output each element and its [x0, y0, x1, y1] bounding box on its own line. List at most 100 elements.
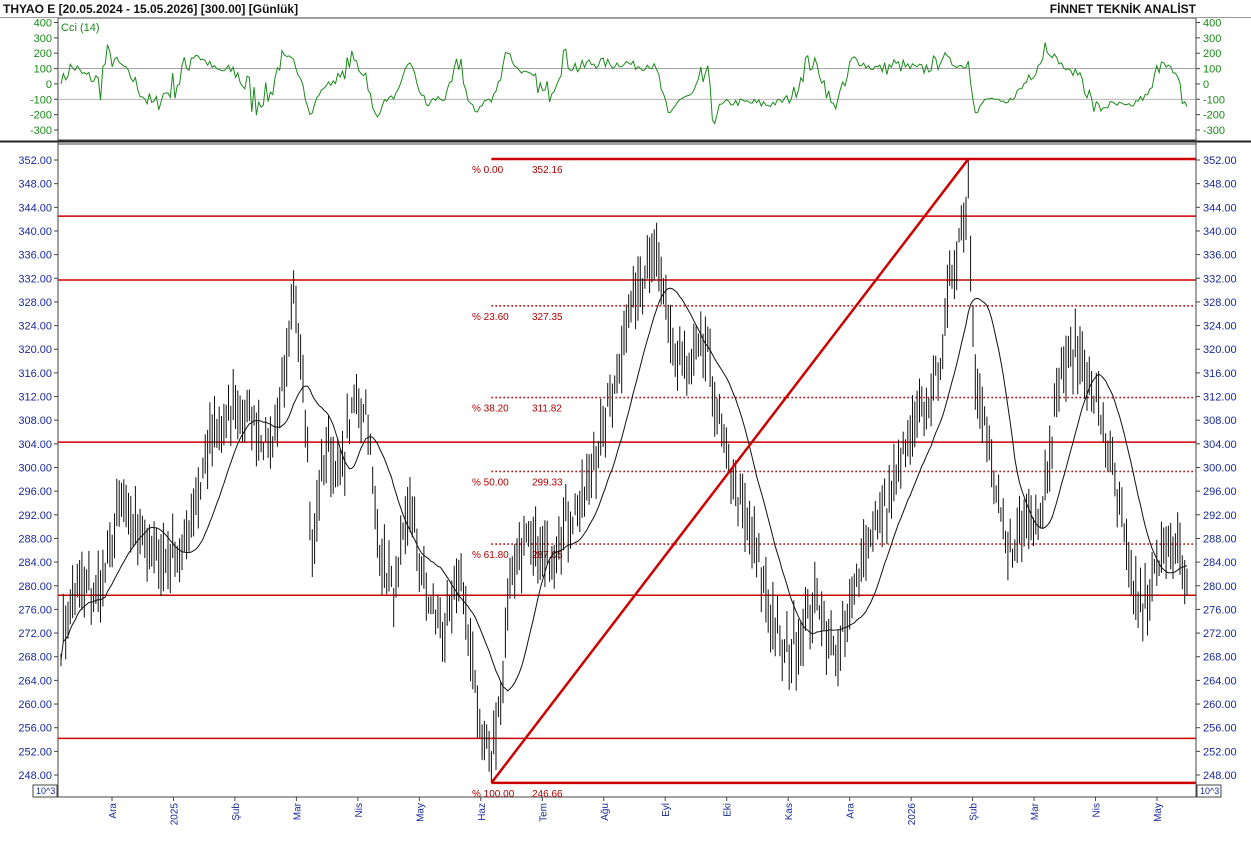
price-bars: [60, 159, 1188, 783]
cci-tick-label-right: 0: [1203, 79, 1209, 91]
fib-percent-label: % 38.20: [472, 404, 509, 415]
price-tick-label-left: 316.00: [18, 368, 52, 380]
price-tick-label-right: 264.00: [1203, 675, 1237, 687]
cci-axis: 400 400 300 300 200 200 100 100 0 0 -100 -100 -200 -2…: [30, 18, 1225, 138]
price-tick-label-left: 296.00: [18, 486, 52, 498]
price-tick-label-left: 352.00: [18, 155, 52, 167]
price-tick-label-right: 328.00: [1203, 297, 1237, 309]
time-tick-label: 2025: [169, 803, 180, 826]
cci-tick-label-right: 400: [1203, 18, 1221, 30]
price-tick-label-left: 308.00: [18, 415, 52, 427]
price-tick-label-left: 256.00: [18, 723, 52, 735]
fib-percent-label: % 0.00: [472, 165, 504, 176]
time-tick-label: May: [415, 803, 426, 822]
time-tick-label: Ara: [846, 803, 857, 819]
interval-label: [Günlük]: [248, 2, 299, 16]
time-tick-label: Nis: [1092, 803, 1103, 817]
fib-value-label: 327.35: [532, 312, 563, 323]
price-tick-label-left: 260.00: [18, 699, 52, 711]
fib-percent-label: % 23.60: [472, 312, 509, 323]
cci-tick-label-right: -300: [1203, 125, 1225, 137]
price-tick-label-right: 260.00: [1203, 699, 1237, 711]
price-axis: 352.00 352.00 348.00 348.00 344.00 344.00 340.…: [18, 155, 1236, 782]
price-tick-label-right: 324.00: [1203, 321, 1237, 333]
price-tick-label-left: 276.00: [18, 604, 52, 616]
price-tick-label-left: 292.00: [18, 510, 52, 522]
price-tick-label-left: 336.00: [18, 250, 52, 262]
cci-tick-label-left: -300: [30, 125, 52, 137]
price-tick-label-left: 248.00: [18, 770, 52, 782]
price-tick-label-right: 340.00: [1203, 226, 1237, 238]
price-tick-label-right: 272.00: [1203, 628, 1237, 640]
cci-panel-frame: [57, 17, 1197, 141]
cci-tick-label-right: 100: [1203, 64, 1221, 76]
price-tick-label-left: 284.00: [18, 557, 52, 569]
price-tick-label-right: 288.00: [1203, 533, 1237, 545]
fib-value-label: 311.82: [532, 404, 562, 415]
fib-percent-label: % 100.00: [472, 789, 515, 800]
date-range-label: [20.05.2024 - 15.05.2026]: [58, 2, 198, 16]
time-tick-label: Eyl: [661, 803, 672, 817]
time-tick-label: Ağu: [600, 803, 611, 821]
price-tick-label-right: 308.00: [1203, 415, 1237, 427]
chart-header-left: THYAO E [20.05.2024 - 15.05.2026] [300.0…: [3, 2, 298, 16]
fib-value-label: 352.16: [532, 165, 563, 176]
fib-value-label: 246.66: [532, 789, 563, 800]
cci-tick-label-right: -200: [1203, 110, 1225, 122]
price-tick-label-right: 268.00: [1203, 652, 1237, 664]
scale-box-left: [32, 784, 58, 798]
cci-series-line: [60, 42, 1188, 125]
price-tick-label-right: 248.00: [1203, 770, 1237, 782]
fibonacci-trend-line: [490, 158, 970, 784]
price-bar-series: [60, 159, 1188, 783]
price-tick-label-left: 268.00: [18, 652, 52, 664]
price-tick-label-right: 304.00: [1203, 439, 1237, 451]
price-tick-label-right: 300.00: [1203, 463, 1237, 475]
price-panel-frame: [57, 143, 1197, 798]
fibonacci-levels: % 0.00 352.16 % 23.60 327.35 % 38.20 311.82 % …: [472, 157, 1196, 800]
cci-tick-label-left: 0: [46, 79, 52, 91]
time-tick-label: Kas: [784, 803, 795, 820]
price-tick-label-right: 276.00: [1203, 604, 1237, 616]
time-tick-label: Mar: [292, 802, 303, 820]
price-tick-label-right: 296.00: [1203, 486, 1237, 498]
price-tick-label-left: 312.00: [18, 392, 52, 404]
price-tick-label-left: 288.00: [18, 533, 52, 545]
cci-tick-label-right: -100: [1203, 94, 1225, 106]
price-tick-label-right: 280.00: [1203, 581, 1237, 593]
price-tick-label-left: 264.00: [18, 675, 52, 687]
cci-tick-label-left: 100: [34, 64, 52, 76]
price-tick-label-left: 280.00: [18, 581, 52, 593]
brand-label: FİNNET TEKNİK ANALİST: [1049, 2, 1196, 16]
cci-tick-label-left: 300: [34, 33, 52, 45]
time-axis: Ara 2025 Şub Mar Nis May Haz Tem Ağu Eyl Eki Kas Ara…: [108, 797, 1164, 825]
price-tick-label-right: 348.00: [1203, 179, 1237, 191]
time-tick-label: Tem: [538, 803, 549, 822]
cci-tick-label-left: 200: [34, 48, 52, 60]
time-tick-label: Ara: [108, 803, 119, 819]
time-tick-label: Haz: [477, 803, 488, 821]
time-tick-label: Şub: [231, 803, 242, 821]
price-tick-label-left: 348.00: [18, 179, 52, 191]
cci-tick-label-left: -100: [30, 94, 52, 106]
price-tick-label-left: 252.00: [18, 746, 52, 758]
period-label: [300.00]: [200, 2, 246, 16]
price-tick-label-left: 328.00: [18, 297, 52, 309]
time-tick-label: 2026: [907, 803, 918, 826]
price-tick-label-left: 320.00: [18, 344, 52, 356]
cci-reference-lines: [58, 68, 1196, 100]
price-tick-label-left: 304.00: [18, 439, 52, 451]
price-tick-label-right: 284.00: [1203, 557, 1237, 569]
cci-tick-label-left: -200: [30, 110, 52, 122]
price-tick-label-right: 292.00: [1203, 510, 1237, 522]
price-tick-label-left: 300.00: [18, 463, 52, 475]
support-resistance-lines: [58, 215, 1196, 785]
fib-value-label: 299.33: [532, 477, 563, 488]
cci-tick-label-right: 300: [1203, 33, 1221, 45]
cci-tick-label-right: 200: [1203, 48, 1221, 60]
price-tick-label-left: 272.00: [18, 628, 52, 640]
moving-average-line: [60, 287, 1188, 692]
time-tick-label: Mar: [1030, 802, 1041, 820]
cci-title: Cci (14): [61, 22, 100, 34]
